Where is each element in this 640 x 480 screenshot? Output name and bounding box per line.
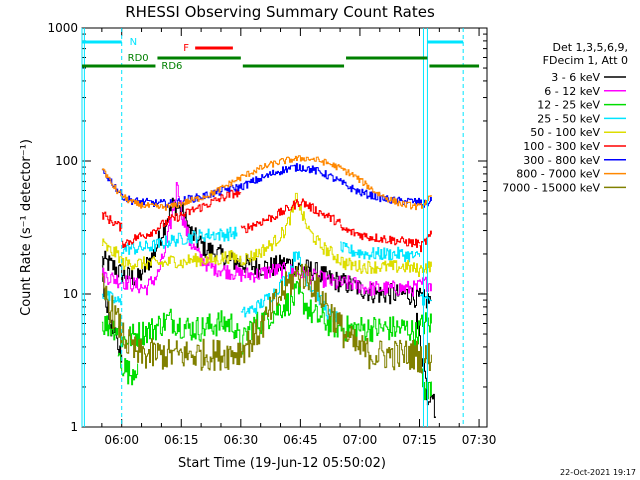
flag-bars: N F RD0 RD6 (81, 28, 480, 427)
series-3 (101, 226, 432, 325)
series-line (240, 251, 341, 325)
series-4 (101, 192, 432, 277)
legend-label: 50 - 100 keV (530, 126, 600, 139)
series-7 (101, 155, 432, 211)
rd0-flag-label: RD0 (128, 53, 149, 64)
series-line (101, 155, 432, 211)
series-line (121, 226, 238, 255)
x-tick-label: 07:15 (402, 433, 437, 447)
series-line (121, 189, 242, 248)
series-line (101, 192, 432, 277)
series-line (419, 230, 432, 253)
x-tick-label: 06:15 (164, 433, 199, 447)
series-line (101, 281, 432, 356)
series-line (340, 241, 420, 263)
series-6 (101, 163, 432, 208)
legend-label: 300 - 800 keV (523, 154, 600, 167)
footer-timestamp: 22-Oct-2021 19:17 (560, 468, 636, 477)
x-tick-label: 06:30 (224, 433, 259, 447)
series-line (240, 198, 341, 234)
series-line (101, 211, 123, 232)
y-tick-label: 100 (55, 154, 78, 168)
flare-flag-label: F (183, 43, 189, 54)
x-axis: 06:00 06:15 06:30 06:45 07:00 07:15 07:30 (101, 28, 497, 447)
legend-header: Det 1,3,5,6,9, (552, 41, 628, 54)
y-tick-label: 1000 (47, 21, 78, 35)
legend-label: 100 - 300 keV (523, 140, 600, 153)
plot-frame (81, 27, 488, 428)
y-axis-label: Count Rate (s⁻¹ detector⁻¹) (19, 139, 34, 316)
legend-label: 6 - 12 keV (544, 85, 600, 98)
chart-title: RHESSI Observing Summary Count Rates (125, 3, 435, 21)
series-line (117, 352, 139, 386)
series-1 (101, 182, 432, 297)
legend-label: 12 - 25 keV (537, 99, 600, 112)
legend-label: 25 - 50 keV (537, 112, 600, 125)
legend: Det 1,3,5,6,9,FDecim 1, Att 0 3 - 6 keV6 … (502, 41, 628, 194)
legend-label: 7000 - 15000 keV (502, 181, 600, 194)
x-tick-label: 06:45 (283, 433, 318, 447)
rd6-flag-label: RD6 (161, 61, 182, 72)
series-line (101, 197, 432, 309)
legend-label: 800 - 7000 keV (516, 168, 600, 181)
x-tick-label: 07:00 (343, 433, 378, 447)
series-5 (101, 189, 432, 253)
series-line (101, 263, 432, 374)
series-line (340, 224, 420, 248)
x-tick-label: 06:00 (104, 433, 139, 447)
series-8 (101, 263, 432, 374)
y-tick-label: 1 (70, 420, 78, 434)
x-axis-label: Start Time (19-Jun-12 05:50:02) (178, 456, 386, 471)
series-line (101, 182, 432, 297)
series-line (101, 163, 432, 208)
night-flag-label: N (130, 37, 137, 48)
x-tick-label: 07:30 (462, 433, 497, 447)
y-tick-label: 10 (63, 287, 78, 301)
legend-label: 3 - 6 keV (551, 71, 600, 84)
series-0 (101, 197, 436, 418)
series-line (419, 293, 432, 306)
plot-area (101, 155, 436, 418)
legend-header: FDecim 1, Att 0 (543, 54, 628, 67)
